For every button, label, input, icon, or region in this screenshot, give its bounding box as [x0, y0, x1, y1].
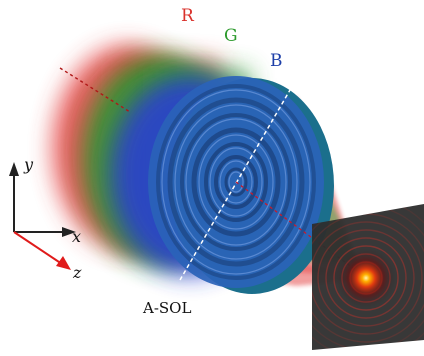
lens-element [148, 76, 365, 294]
fringe-ring [325, 237, 407, 319]
element-label: A-SOL [142, 299, 191, 317]
optical-axis-back [59, 67, 131, 113]
lens-zone-ring [156, 84, 316, 280]
focal-spot [336, 248, 396, 308]
lens-zone-ring [191, 127, 281, 237]
axis-label-z: z [72, 263, 82, 282]
label-green: G [224, 26, 238, 46]
lens-zone-ring [224, 167, 248, 197]
fringe-ring [312, 221, 423, 335]
lens-zone-highlight [209, 147, 263, 217]
fringe-ring [317, 229, 415, 327]
label-blue: B [270, 51, 283, 71]
lens-zone-highlight [228, 171, 244, 193]
lens-zone-ring [204, 142, 268, 222]
lens-zone-highlight [174, 104, 298, 260]
lens-zone-ring [214, 155, 258, 209]
lens-zone-ring [180, 113, 292, 251]
axis-label-x: x [72, 227, 81, 246]
lens-zone-highlight [198, 134, 274, 230]
lens-zone-ring [167, 97, 305, 267]
label-red: R [181, 6, 195, 26]
lens-diameter-line [179, 89, 291, 281]
lens-zone-highlight [219, 160, 253, 204]
axis-arrows-icon [9, 162, 76, 270]
axis-label-y: y [23, 155, 34, 174]
fringe-ring [333, 245, 399, 311]
lens-zone-highlight [161, 89, 311, 275]
lens-zone-rings [156, 84, 316, 280]
lens-zone-highlight [185, 118, 287, 246]
